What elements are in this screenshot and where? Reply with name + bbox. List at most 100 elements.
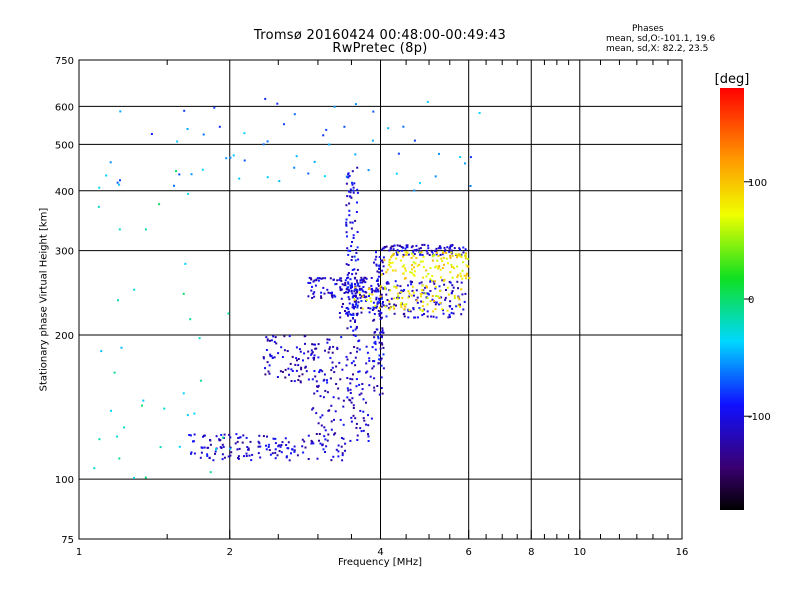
data-point: [315, 433, 318, 435]
data-point: [350, 420, 353, 423]
data-point: [357, 370, 360, 373]
data-point: [453, 295, 456, 297]
data-point: [199, 456, 202, 459]
data-point: [300, 368, 303, 371]
data-point: [468, 277, 471, 279]
data-point: [238, 177, 241, 180]
data-point: [380, 342, 383, 345]
data-point: [350, 245, 353, 248]
data-point: [346, 235, 348, 238]
data-point: [350, 401, 353, 404]
data-point: [380, 336, 383, 339]
data-point: [144, 476, 147, 479]
data-point: [438, 285, 441, 288]
data-point: [93, 467, 96, 470]
data-point: [466, 272, 468, 275]
data-point: [426, 286, 428, 289]
data-point: [400, 306, 403, 309]
data-point: [373, 261, 375, 264]
data-point: [305, 370, 308, 373]
data-point: [389, 289, 392, 292]
data-point: [310, 442, 313, 445]
data-point: [340, 297, 343, 300]
data-point: [319, 395, 322, 398]
data-point: [403, 312, 406, 315]
data-point: [361, 281, 364, 284]
data-point: [300, 366, 303, 369]
x-axis-ticks: 1 2 4 6 8 10 16: [76, 60, 688, 558]
data-point: [385, 293, 388, 296]
data-point: [347, 253, 350, 256]
data-point: [462, 246, 465, 249]
data-point: [464, 292, 467, 295]
data-point: [262, 143, 265, 146]
data-point: [310, 289, 313, 292]
data-point: [336, 279, 339, 282]
data-point: [394, 269, 397, 272]
data-point: [312, 280, 315, 283]
data-point: [247, 447, 250, 450]
data-point: [368, 384, 371, 387]
data-point: [266, 176, 269, 179]
data-point: [283, 335, 286, 338]
data-point: [355, 378, 358, 381]
data-point: [360, 300, 363, 302]
data-point: [426, 315, 429, 318]
data-point: [348, 298, 351, 301]
data-point: [350, 362, 353, 365]
data-point: [341, 452, 344, 455]
data-point: [182, 292, 185, 295]
data-point: [434, 249, 436, 252]
data-point: [338, 361, 341, 364]
data-point: [186, 414, 189, 417]
data-point: [245, 436, 248, 439]
data-point: [418, 263, 421, 266]
data-point: [405, 254, 408, 256]
data-point: [422, 276, 424, 279]
data-point: [422, 300, 425, 303]
data-point: [456, 276, 459, 279]
data-point: [358, 291, 361, 294]
data-point: [449, 271, 452, 274]
data-point: [437, 295, 440, 298]
data-point: [322, 286, 325, 289]
data-point: [345, 291, 347, 294]
colorbar-tick-label: 0: [748, 295, 754, 306]
data-point: [330, 294, 333, 297]
data-point: [380, 248, 383, 251]
data-point: [373, 377, 376, 380]
data-point: [395, 257, 398, 260]
data-point: [378, 306, 381, 309]
data-point: [428, 254, 431, 256]
data-point: [202, 133, 205, 136]
data-point: [251, 453, 254, 456]
data-point: [403, 303, 405, 306]
data-point: [443, 278, 446, 281]
data-point: [163, 407, 166, 410]
data-point: [304, 446, 307, 449]
data-point: [425, 249, 428, 252]
data-point: [419, 253, 422, 256]
data-point: [311, 285, 313, 288]
data-point: [280, 346, 283, 349]
data-point: [382, 272, 385, 275]
data-point: [445, 257, 448, 260]
data-point: [367, 435, 370, 438]
data-point: [359, 409, 362, 412]
data-point: [290, 380, 293, 382]
data-point: [381, 261, 384, 264]
data-point: [371, 139, 374, 142]
data-point: [407, 253, 410, 256]
data-point: [420, 251, 423, 254]
data-point: [272, 335, 275, 338]
data-point: [373, 290, 376, 293]
data-point: [365, 423, 367, 426]
data-point: [271, 452, 274, 455]
data-point: [442, 309, 444, 312]
data-point: [350, 416, 353, 419]
data-point: [310, 353, 313, 356]
data-point: [383, 259, 386, 262]
data-point: [351, 378, 354, 381]
data-point: [368, 293, 371, 296]
data-point: [376, 280, 379, 282]
